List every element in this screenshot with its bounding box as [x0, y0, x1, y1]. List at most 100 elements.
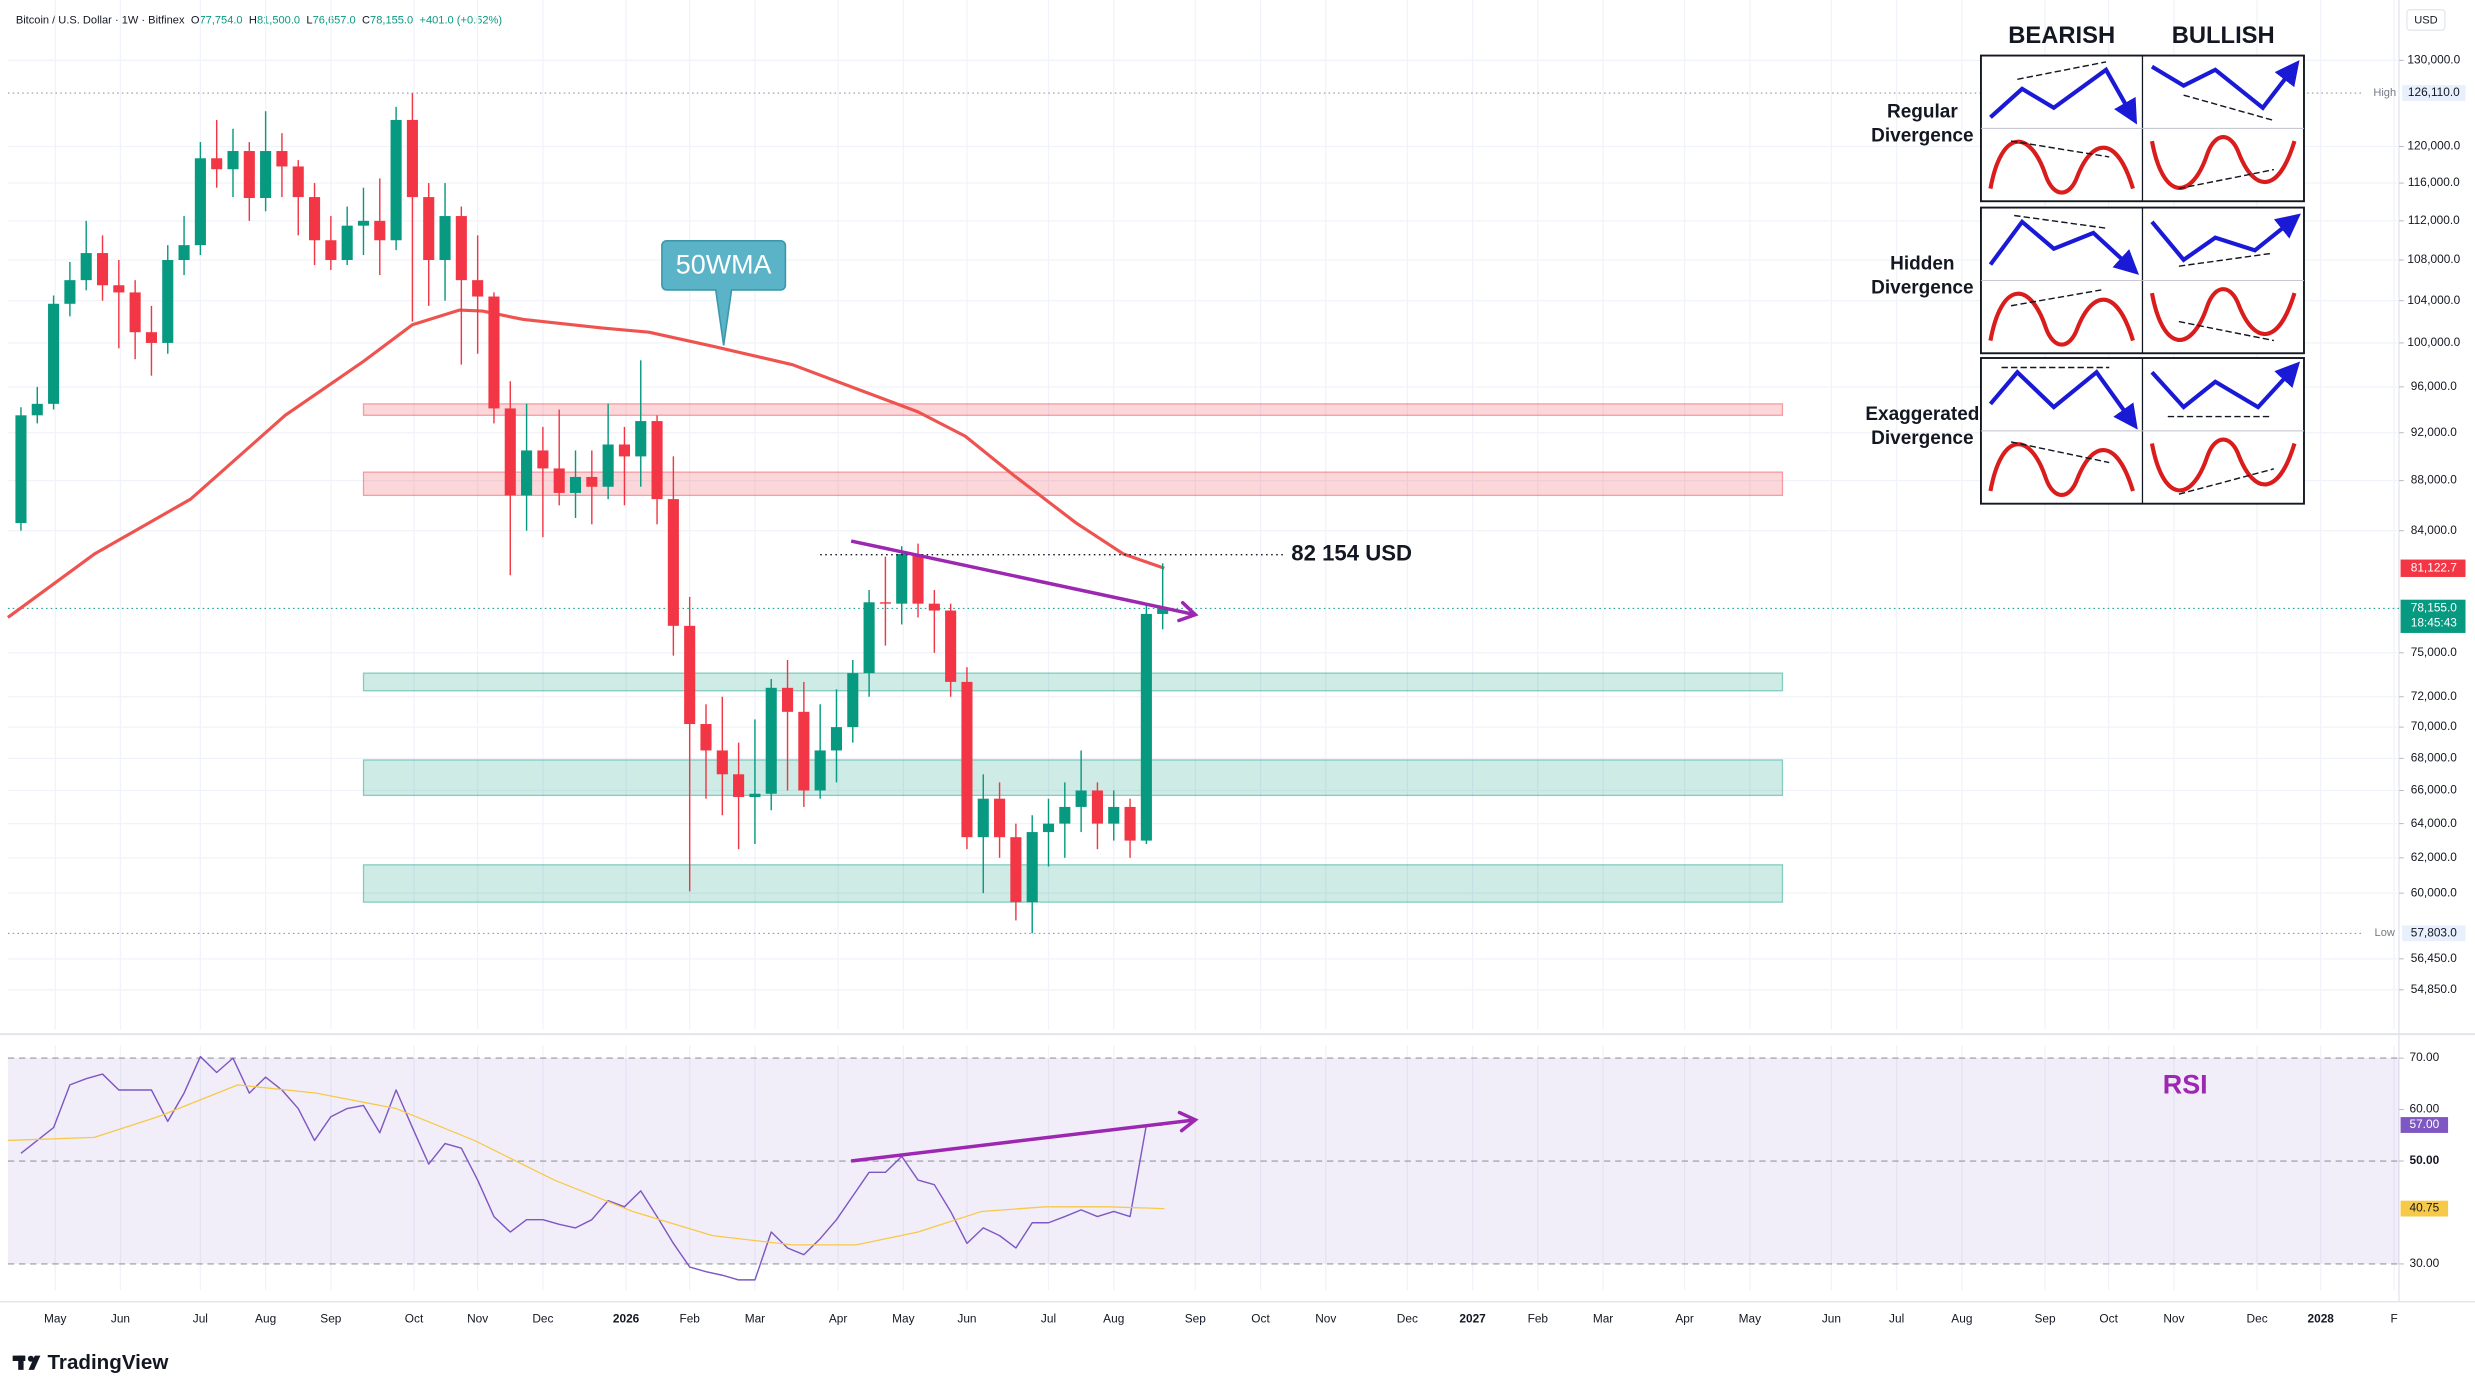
candle-body [472, 280, 484, 297]
grid [7, 0, 2399, 1291]
x-tick-label: Dec [1397, 1311, 1418, 1325]
rsi-line [20, 1055, 1163, 1281]
candle-body [211, 158, 223, 170]
y-tick-label: 50.00 [2409, 1153, 2439, 1167]
x-tick-label: F [2390, 1311, 2397, 1325]
y-tick-label: 64,000.0 [2411, 816, 2458, 830]
extreme-label: Low [2375, 927, 2396, 939]
guide-row-label: Hidden [1890, 254, 1954, 275]
y-tick-label: 130,000.0 [2407, 52, 2460, 66]
candle-body [1157, 608, 1169, 614]
x-tick-label: Jun [957, 1311, 976, 1325]
candle-body [879, 602, 891, 604]
guide-row-label: Exaggerated [1865, 404, 1979, 425]
extreme-label: High [2373, 87, 2396, 99]
candle-body [1059, 806, 1071, 824]
y-tick-label: 70,000.0 [2411, 719, 2458, 733]
arrow-head [1177, 600, 1199, 623]
candle-body [504, 408, 516, 496]
guide-price [1988, 218, 2140, 275]
currency: USD [2414, 15, 2437, 27]
x-tick-label: May [44, 1311, 66, 1325]
y-tick-label: 60.00 [2409, 1102, 2439, 1116]
candle-body [781, 687, 794, 712]
price-tag-label: 78,155.0 [2411, 601, 2458, 615]
candle-body [1010, 837, 1022, 903]
guide-cell [1988, 214, 2140, 275]
x-tick-label: Sep [1185, 1311, 1207, 1325]
candle-body [733, 774, 745, 798]
candle-body [341, 225, 353, 261]
price-tag-label: 81,122.7 [2411, 560, 2457, 574]
guide-dash [2010, 441, 2110, 464]
y-tick-label: 68,000.0 [2411, 750, 2458, 764]
x-tick-label: 2028 [2308, 1311, 2335, 1325]
guide-dash [2178, 468, 2275, 495]
x-tick-label: Jun [111, 1311, 130, 1325]
price-tag [2400, 599, 2466, 633]
y-tick-label: 60,000.0 [2411, 885, 2458, 899]
ohlc-key: C [362, 15, 370, 27]
rsi-tag [2400, 1117, 2449, 1133]
candle-body [194, 158, 206, 246]
x-tick-label: Feb [1528, 1311, 1549, 1325]
guide-oscillator [1988, 291, 2135, 347]
candle-body [488, 296, 500, 409]
y-tick-label: 120,000.0 [2407, 139, 2460, 153]
y-tick-label: 112,000.0 [2408, 213, 2460, 227]
y-tick-label: 104,000.0 [2407, 293, 2460, 307]
y-tick-label: 116,000.0 [2408, 175, 2460, 189]
guide-cell [1988, 139, 2135, 195]
candle-body [994, 798, 1006, 838]
x-tick-label: Nov [2163, 1311, 2184, 1325]
currency-button[interactable] [2406, 9, 2446, 31]
guide-column: BEARISH [2008, 22, 2115, 49]
y-tick-label: 96,000.0 [2411, 379, 2458, 393]
brand-logo [12, 1355, 41, 1370]
candle-body [569, 476, 582, 493]
guide-cell [1988, 441, 2135, 497]
candle-body [423, 197, 435, 261]
guide-dash [2010, 289, 2102, 307]
candle-body [162, 260, 174, 343]
guide-price [1988, 369, 2138, 430]
rsi-tag [2400, 1200, 2449, 1217]
header: Bitcoin / U.S. Dollar · 1W · Bitfinex O77… [16, 15, 502, 27]
divergence-guide: BEARISH BULLISHRegularDivergenceHiddenDiv… [1865, 22, 2305, 505]
ohlc-value: 78,155.0 [370, 15, 413, 27]
y-tick-label: 108,000.0 [2407, 252, 2460, 266]
y-tick-label: 56,450.0 [2411, 951, 2458, 965]
extreme-tag [2402, 85, 2466, 101]
candle-body [765, 687, 777, 794]
guide-cell [2149, 135, 2297, 190]
arrow-head [1177, 1110, 1199, 1133]
rsi-title: RSI [2163, 1070, 2208, 1100]
candle-body [945, 610, 957, 682]
x-tick-label: Dec [532, 1311, 553, 1325]
x-tick-label: 2026 [613, 1311, 640, 1325]
candle-body [618, 444, 630, 457]
candle-body [716, 750, 728, 775]
candle-body [863, 602, 875, 674]
x-tick-label: Aug [255, 1311, 276, 1325]
callout-box [661, 240, 787, 346]
candle-body [276, 151, 288, 167]
guide-dash [2178, 252, 2271, 267]
x-tick-label: Jul [193, 1311, 208, 1325]
guide-dash [2017, 61, 2107, 81]
candle-body [1124, 806, 1136, 841]
y-tick-label: 92,000.0 [2411, 425, 2458, 439]
candle-body [31, 403, 43, 416]
candle-body [260, 151, 272, 199]
x-tick-label: 2027 [1459, 1311, 1486, 1325]
candle-body [700, 724, 712, 751]
x-tick-label: Nov [1315, 1311, 1336, 1325]
candle-body [651, 421, 663, 500]
candle-body [1026, 832, 1038, 903]
candle-body [309, 197, 321, 241]
x-tick-label: Jul [1889, 1311, 1904, 1325]
candle-body [1108, 806, 1120, 824]
level-label: 82 154 USD [1291, 541, 1412, 566]
candle-body [374, 220, 386, 241]
